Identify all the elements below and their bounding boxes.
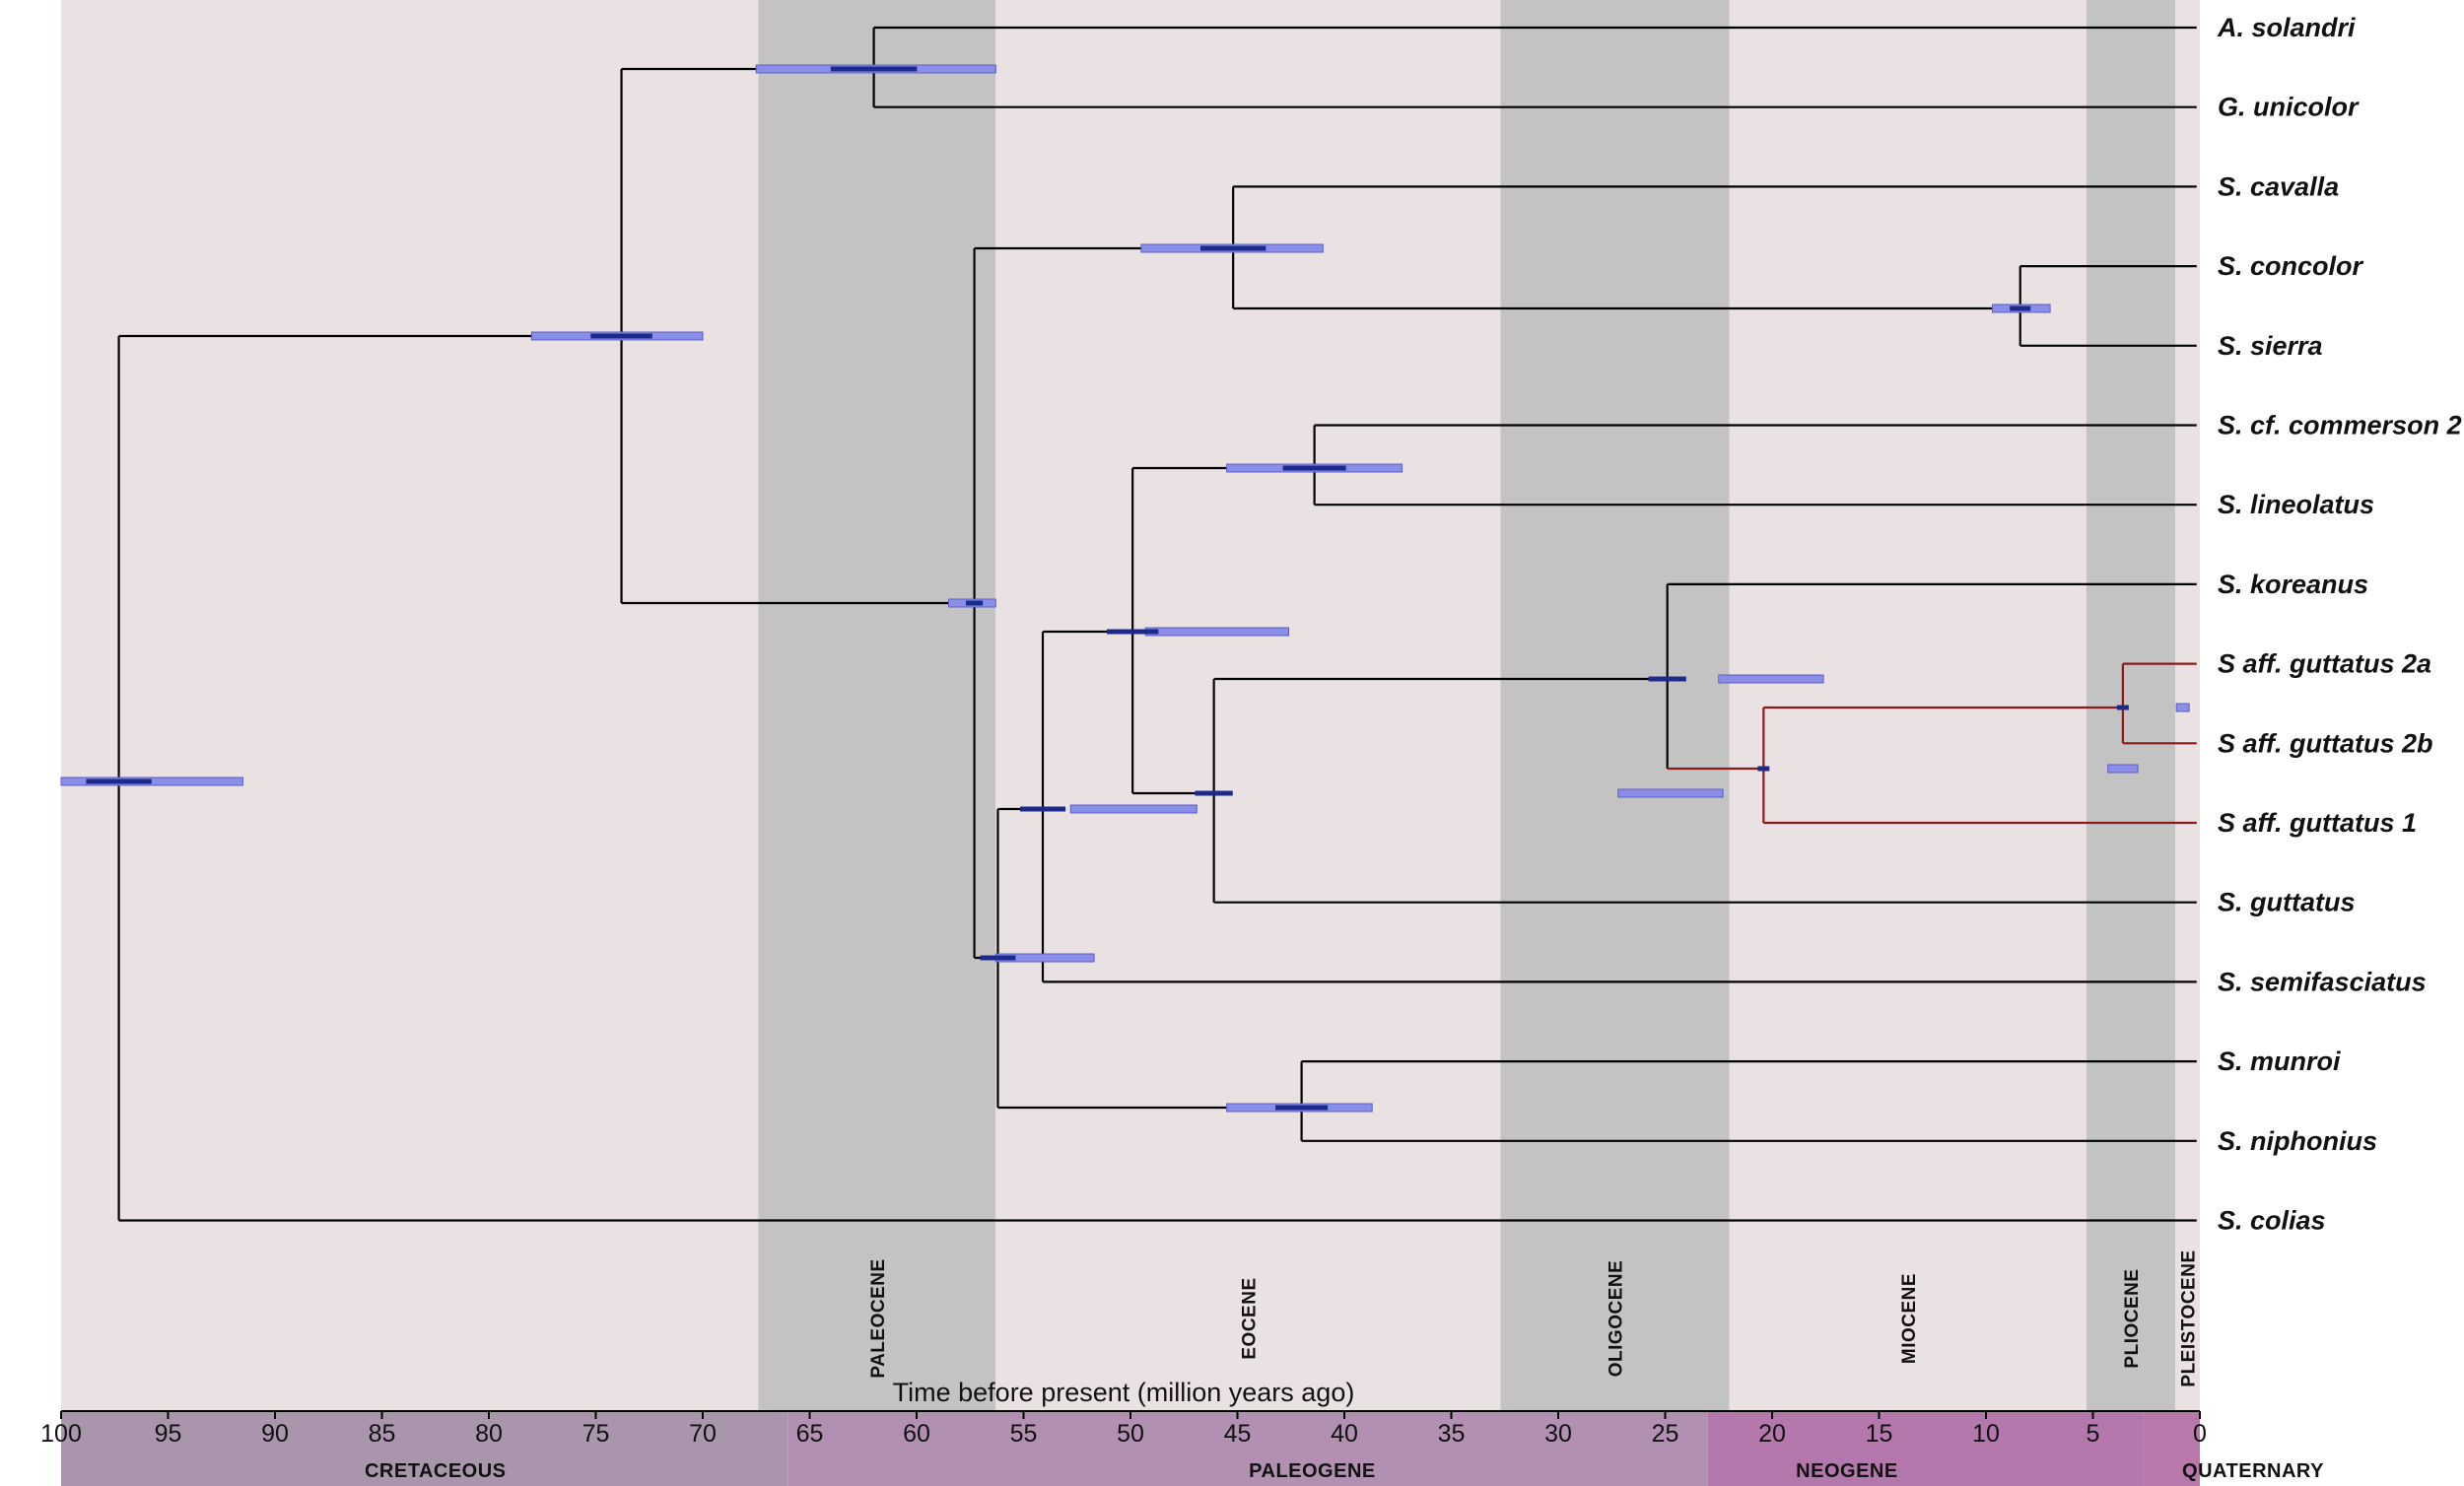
hpd-center-n_ag (830, 66, 918, 72)
epoch-band-cretaceous (61, 0, 759, 1411)
taxon-label-s-niphonius: S. niphonius (2218, 1126, 2377, 1156)
tick-label: 45 (1224, 1420, 1252, 1448)
hpd-interval-bars (60, 64, 2190, 1113)
taxon-label-s-aff-guttatus-2b: S aff. guttatus 2b (2218, 728, 2433, 758)
tick-label: 0 (2193, 1420, 2207, 1448)
tick-label: 80 (475, 1420, 503, 1448)
epoch-label-paleocene: PALEOCENE (868, 1258, 889, 1378)
axis-title: Time before present (million years ago) (893, 1378, 1355, 1407)
hpd-center-n_outer (590, 333, 652, 339)
taxon-label-s-guttatus: S. guttatus (2218, 888, 2356, 917)
epoch-label-pliocene: PLIOCENE (2122, 1268, 2143, 1368)
hpd-bar-n_gut (1617, 788, 1724, 798)
phylogenetic-tree (117, 26, 2197, 1222)
hpd-center-n_2ab (2116, 705, 2129, 710)
tick-label: 90 (261, 1420, 289, 1448)
taxon-labels: A. solandri G. unicolor S. cavalla S. conco… (2217, 13, 2462, 1236)
taxon-label-g-unicolor: G. unicolor (2218, 93, 2360, 122)
epoch-label-oligocene: OLIGOCENE (1607, 1260, 1627, 1378)
taxon-label-s-koreanus: S. koreanus (2218, 570, 2368, 599)
epoch-band-oligocene (1500, 0, 1730, 1411)
period-label-paleogene: PALEOGENE (1249, 1460, 1376, 1482)
tick-label: 60 (903, 1420, 930, 1448)
epoch-band-eocene (995, 0, 1501, 1411)
taxon-label-s-colias: S. colias (2218, 1206, 2326, 1236)
hpd-center-root (86, 778, 152, 784)
tick-label: 95 (155, 1420, 182, 1448)
hpd-bar-root (60, 777, 243, 786)
taxon-label-s-munroi: S. munroi (2218, 1047, 2341, 1076)
hpd-bar-n_2ab (2175, 703, 2190, 712)
taxon-label-s-concolor: S. concolor (2218, 251, 2364, 281)
tick-label: 100 (40, 1420, 82, 1448)
taxon-label-a-solandri: A. solandri (2217, 13, 2356, 42)
hpd-center-n_aff (1757, 766, 1770, 772)
time-axis: 100 95 90 85 80 75 70 65 60 55 50 45 40 35 30 25 20 15 10 5… (40, 1410, 2207, 1448)
period-band-paleogene (787, 1411, 1708, 1486)
tick-label: 15 (1866, 1420, 1893, 1448)
epoch-band-pliocene (2086, 0, 2176, 1411)
tick-label: 75 (582, 1420, 610, 1448)
tick-label: 5 (2087, 1420, 2100, 1448)
period-label-neogene: NEOGENE (1796, 1460, 1898, 1482)
taxon-label-s-lineolatus: S. lineolatus (2218, 490, 2374, 519)
epoch-label-eocene: EOCENE (1239, 1277, 1260, 1359)
tick-label: 35 (1438, 1420, 1466, 1448)
tick-label: 30 (1544, 1420, 1572, 1448)
hpd-center-n_gut (1195, 790, 1233, 796)
taxon-label-s-aff-guttatus-1: S aff. guttatus 1 (2218, 808, 2417, 838)
tick-label: 55 (1010, 1420, 1038, 1448)
tick-label: 65 (796, 1420, 824, 1448)
hpd-center-n_scomb (965, 600, 984, 606)
taxon-label-s-sierra: S. sierra (2218, 331, 2323, 361)
hpd-center-n_com (1282, 465, 1346, 471)
hpd-center-n_b (1106, 629, 1159, 635)
hpd-bar-n_aff (2107, 764, 2139, 774)
period-label-quaternary: QUATERNARY (2182, 1460, 2324, 1482)
period-band-neogene (1707, 1411, 2145, 1486)
hpd-center-n_cav (1199, 245, 1266, 251)
period-band-quaternary (2144, 1411, 2200, 1486)
hpd-center-n_conc (2010, 305, 2031, 311)
tick-label: 50 (1117, 1420, 1144, 1448)
taxon-label-s-aff-guttatus-2a: S aff. guttatus 2a (2218, 649, 2431, 679)
hpd-center-n_mun (1275, 1105, 1329, 1111)
tick-label: 20 (1758, 1420, 1786, 1448)
period-band-cretaceous (61, 1411, 788, 1486)
taxon-label-s-cf-commerson-2: S. cf. commerson 2 (2218, 411, 2462, 440)
taxon-label-s-cavalla: S. cavalla (2218, 171, 2339, 201)
tick-label: 40 (1331, 1420, 1358, 1448)
epoch-band-miocene (1729, 0, 2087, 1411)
tick-label: 85 (369, 1420, 396, 1448)
hpd-center-n_kor (1648, 676, 1686, 682)
tick-label: 25 (1652, 1420, 1679, 1448)
epoch-label-miocene: MIOCENE (1899, 1273, 1920, 1364)
epoch-labels: PALEOCENE EOCENE OLIGOCENE MIOCENE PLIOCENE P… (868, 1250, 2200, 1386)
period-label-cretaceous: CRETACEOUS (365, 1460, 507, 1482)
tick-label: 10 (1972, 1420, 2000, 1448)
epoch-bands (61, 0, 2200, 1411)
taxon-label-s-semifasciatus: S. semifasciatus (2218, 967, 2427, 996)
epoch-label-pleistocene: PLEISTOCENE (2179, 1250, 2200, 1386)
period-bar: CRETACEOUS PALEOGENE NEOGENE QUATERNARY (61, 1411, 2324, 1486)
hpd-bar-n_kor (1718, 674, 1824, 684)
hpd-center-n_a (1019, 806, 1066, 812)
hpd-bar-n_a (1069, 804, 1198, 814)
hpd-center-n_core (980, 955, 1016, 961)
epoch-band-paleocene (758, 0, 996, 1411)
hpd-bar-n_b (1144, 627, 1290, 637)
tick-label: 70 (689, 1420, 717, 1448)
